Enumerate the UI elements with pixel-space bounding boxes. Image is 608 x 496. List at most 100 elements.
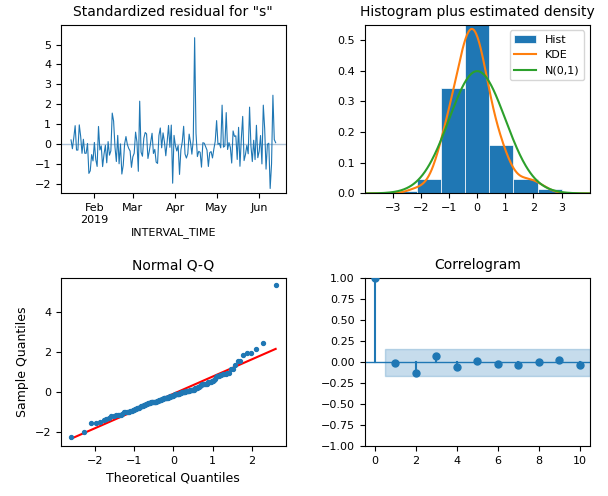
Point bbox=[120, 408, 130, 416]
X-axis label: INTERVAL_TIME: INTERVAL_TIME bbox=[131, 228, 216, 239]
Point bbox=[174, 390, 184, 398]
Point bbox=[141, 400, 151, 408]
Title: Correlogram: Correlogram bbox=[434, 258, 520, 272]
Point bbox=[390, 359, 400, 367]
Point bbox=[493, 361, 503, 369]
Point bbox=[575, 361, 584, 369]
Point bbox=[159, 394, 168, 402]
Point bbox=[184, 386, 194, 394]
Point bbox=[198, 380, 207, 388]
Point bbox=[149, 398, 159, 406]
Point bbox=[216, 371, 226, 378]
Point bbox=[219, 370, 229, 377]
Point bbox=[114, 411, 124, 419]
N(0,1) bbox=[500, 111, 507, 117]
Point bbox=[230, 361, 240, 369]
Point bbox=[181, 387, 190, 395]
Point bbox=[214, 372, 224, 379]
Point bbox=[205, 377, 215, 385]
Point bbox=[235, 357, 245, 365]
Legend: Hist, KDE, N(0,1): Hist, KDE, N(0,1) bbox=[510, 30, 584, 80]
Bar bbox=[537, 188, 562, 193]
Point bbox=[200, 380, 210, 388]
Point bbox=[109, 412, 119, 420]
Point bbox=[534, 358, 544, 366]
Point bbox=[167, 392, 177, 400]
Point bbox=[513, 362, 523, 370]
Point bbox=[126, 407, 136, 415]
Point bbox=[135, 403, 145, 411]
Point bbox=[187, 386, 196, 394]
Point bbox=[148, 398, 157, 406]
Point bbox=[209, 376, 219, 384]
Point bbox=[246, 349, 255, 357]
Title: Standardized residual for "s": Standardized residual for "s" bbox=[74, 5, 273, 19]
Point bbox=[132, 404, 142, 412]
Point bbox=[126, 407, 136, 415]
Point bbox=[432, 352, 441, 360]
Point bbox=[156, 395, 166, 403]
Point bbox=[167, 392, 176, 400]
Point bbox=[174, 389, 184, 397]
Point bbox=[139, 401, 148, 409]
Point bbox=[258, 339, 268, 347]
Point bbox=[195, 382, 205, 390]
Bar bbox=[393, 191, 417, 193]
Point bbox=[112, 411, 122, 419]
Point bbox=[106, 412, 116, 420]
Title: Normal Q-Q: Normal Q-Q bbox=[132, 258, 215, 272]
Point bbox=[158, 395, 168, 403]
Point bbox=[179, 387, 188, 395]
Point bbox=[213, 372, 223, 380]
Point bbox=[151, 398, 161, 406]
Point bbox=[138, 402, 148, 410]
N(0,1) bbox=[495, 99, 502, 105]
Y-axis label: Sample Quantiles: Sample Quantiles bbox=[16, 307, 29, 417]
N(0,1) bbox=[362, 190, 369, 196]
Point bbox=[188, 385, 198, 393]
Point bbox=[117, 410, 127, 418]
Point bbox=[123, 408, 133, 416]
Point bbox=[193, 383, 203, 391]
Point bbox=[140, 401, 150, 409]
Point bbox=[251, 345, 261, 353]
Point bbox=[133, 404, 143, 412]
Point bbox=[139, 401, 149, 409]
Point bbox=[145, 399, 154, 407]
Point bbox=[161, 394, 171, 402]
Point bbox=[145, 399, 155, 407]
Point bbox=[168, 391, 178, 399]
Point bbox=[170, 391, 179, 399]
KDE bbox=[551, 188, 559, 194]
N(0,1) bbox=[473, 68, 480, 74]
Point bbox=[171, 390, 181, 398]
Point bbox=[196, 381, 206, 389]
Point bbox=[143, 399, 153, 407]
Point bbox=[206, 377, 216, 385]
Point bbox=[142, 400, 152, 408]
Point bbox=[183, 387, 193, 395]
Point bbox=[95, 418, 105, 426]
Point bbox=[196, 381, 206, 389]
KDE bbox=[500, 140, 507, 146]
Point bbox=[173, 390, 183, 398]
Point bbox=[128, 406, 137, 414]
Point bbox=[176, 389, 186, 397]
Bar bbox=[465, 25, 489, 193]
Point bbox=[242, 349, 252, 357]
Point bbox=[134, 404, 144, 412]
Point bbox=[210, 375, 220, 383]
X-axis label: Theoretical Quantiles: Theoretical Quantiles bbox=[106, 472, 240, 485]
Point bbox=[122, 408, 131, 416]
Point bbox=[147, 398, 156, 406]
Point bbox=[131, 405, 141, 413]
N(0,1) bbox=[361, 190, 368, 196]
Point bbox=[66, 433, 76, 441]
Point bbox=[218, 370, 227, 378]
N(0,1) bbox=[586, 190, 593, 196]
Point bbox=[554, 356, 564, 364]
Point bbox=[185, 386, 195, 394]
Point bbox=[116, 411, 126, 419]
Point bbox=[102, 415, 111, 423]
Line: N(0,1): N(0,1) bbox=[365, 71, 590, 193]
